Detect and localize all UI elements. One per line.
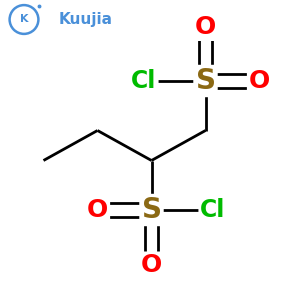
Text: Cl: Cl bbox=[200, 198, 226, 222]
Text: Kuujia: Kuujia bbox=[58, 12, 112, 27]
Text: K: K bbox=[20, 14, 28, 25]
Text: S: S bbox=[142, 196, 161, 224]
Text: Cl: Cl bbox=[131, 69, 157, 93]
Text: O: O bbox=[195, 15, 216, 39]
Text: O: O bbox=[141, 254, 162, 278]
Text: S: S bbox=[196, 67, 215, 95]
Text: O: O bbox=[249, 69, 270, 93]
Text: O: O bbox=[87, 198, 108, 222]
